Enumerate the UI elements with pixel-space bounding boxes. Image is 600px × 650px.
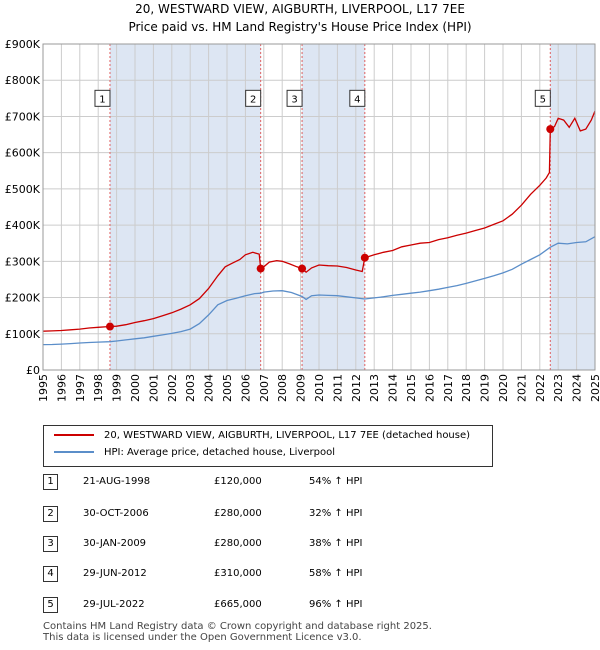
y-tick-label: £200K	[5, 292, 41, 305]
sale-row: 4 29-JUN-2012 £310,000 58% ↑ HPI	[0, 566, 600, 584]
sale-hpi-change: 54% ↑ HPI	[309, 476, 363, 487]
sale-date: 29-JUL-2022	[83, 599, 145, 610]
x-tick-label: 2003	[184, 374, 197, 402]
x-tick-label: 2018	[460, 374, 473, 402]
sale-number-badge: 5	[43, 597, 58, 613]
x-tick-label: 2017	[442, 374, 455, 402]
x-tick-label: 2016	[423, 374, 436, 402]
x-tick-label: 2025	[589, 374, 600, 402]
hpi-line	[42, 236, 596, 346]
sale-point	[256, 264, 265, 273]
legend-price-label: 20, WESTWARD VIEW, AIGBURTH, LIVERPOOL, …	[104, 430, 471, 441]
y-tick-label: £300K	[5, 255, 41, 268]
legend-price-swatch	[54, 434, 94, 436]
legend-item-hpi: HPI: Average price, detached house, Live…	[54, 447, 335, 461]
x-tick-label: 1999	[111, 374, 124, 402]
y-tick-label: £400K	[5, 219, 41, 232]
x-tick-label: 1998	[92, 374, 105, 402]
x-tick-label: 2013	[368, 374, 381, 402]
y-tick-label: £500K	[5, 183, 41, 196]
sale-label: 2	[250, 94, 256, 105]
x-tick-label: 2021	[515, 374, 528, 402]
legend-hpi-swatch	[54, 451, 94, 453]
x-tick-label: 2009	[295, 374, 308, 402]
sale-label: 4	[354, 94, 360, 105]
sale-date: 30-OCT-2006	[83, 508, 149, 519]
sale-point	[546, 125, 555, 134]
x-tick-label: 2014	[387, 374, 400, 402]
chart-subtitle: Price paid vs. HM Land Registry's House …	[128, 20, 472, 34]
x-tick-label: 2020	[497, 374, 510, 402]
sale-number-badge: 3	[43, 536, 58, 552]
copyright-text: Contains HM Land Registry data © Crown c…	[43, 621, 432, 632]
y-tick-label: £100K	[5, 328, 41, 341]
sale-hpi-change: 38% ↑ HPI	[309, 538, 363, 549]
x-tick-label: 1995	[37, 374, 50, 402]
sale-price: £280,000	[214, 538, 262, 549]
x-tick-label: 1997	[74, 374, 87, 402]
x-tick-label: 1996	[55, 374, 68, 402]
sale-row: 5 29-JUL-2022 £665,000 96% ↑ HPI	[0, 597, 600, 615]
sale-date: 21-AUG-1998	[83, 476, 151, 487]
sale-label-box	[286, 89, 303, 107]
sale-label: 3	[291, 94, 297, 105]
x-tick-label: 2019	[479, 374, 492, 402]
y-tick-label: £600K	[5, 147, 41, 160]
x-tick-label: 2012	[350, 374, 363, 402]
sale-label: 1	[99, 94, 105, 105]
sale-price: £665,000	[214, 599, 262, 610]
sale-row: 3 30-JAN-2009 £280,000 38% ↑ HPI	[0, 536, 600, 554]
x-tick-label: 2010	[313, 374, 326, 402]
sale-point	[105, 322, 114, 331]
legend-item-price: 20, WESTWARD VIEW, AIGBURTH, LIVERPOOL, …	[54, 430, 470, 444]
x-tick-label: 2005	[221, 374, 234, 402]
y-tick-label: £800K	[5, 74, 41, 87]
price-chart: £0 £100K £200K £300K £400K £500K £600K £700K £80…	[5, 38, 600, 402]
sale-point	[298, 264, 307, 273]
sale-point	[360, 253, 369, 262]
plot-frame	[42, 43, 596, 371]
sale-date: 30-JAN-2009	[83, 538, 147, 549]
sale-period-shade	[550, 44, 595, 370]
footer: Contains HM Land Registry data © Crown c…	[43, 621, 432, 643]
x-tick-label: 2001	[147, 374, 160, 402]
sale-price: £120,000	[214, 476, 262, 487]
sale-row: 2 30-OCT-2006 £280,000 32% ↑ HPI	[0, 506, 600, 524]
x-tick-label: 2007	[258, 374, 271, 402]
x-tick-label: 2004	[203, 374, 216, 402]
x-tick-label: 2015	[405, 374, 418, 402]
licence-text: This data is licensed under the Open Gov…	[43, 632, 362, 643]
legend-hpi-label: HPI: Average price, detached house, Live…	[104, 447, 336, 458]
price-paid-line	[42, 110, 596, 332]
sale-number-badge: 2	[43, 506, 58, 522]
sale-date: 29-JUN-2012	[83, 568, 147, 579]
sale-hpi-change: 32% ↑ HPI	[309, 508, 363, 519]
sale-label: 5	[540, 94, 546, 105]
x-tick-label: 2000	[129, 374, 142, 402]
legend: 20, WESTWARD VIEW, AIGBURTH, LIVERPOOL, …	[43, 425, 493, 467]
sale-label-box	[534, 89, 551, 107]
sale-price: £310,000	[214, 568, 262, 579]
sale-row: 1 21-AUG-1998 £120,000 54% ↑ HPI	[0, 474, 600, 492]
sale-period-shade	[109, 44, 261, 370]
y-tick-label: £700K	[5, 110, 41, 123]
sale-number-badge: 4	[43, 566, 58, 582]
x-tick-label: 2011	[331, 374, 344, 402]
sale-number-badge: 1	[43, 474, 58, 490]
chart-title: 20, WESTWARD VIEW, AIGBURTH, LIVERPOOL, …	[135, 2, 465, 16]
sale-hpi-change: 96% ↑ HPI	[309, 599, 363, 610]
x-tick-label: 2002	[166, 374, 179, 402]
sale-price: £280,000	[214, 508, 262, 519]
x-tick-label: 2006	[239, 374, 252, 402]
y-tick-label: £900K	[5, 38, 41, 51]
x-tick-label: 2023	[552, 374, 565, 402]
y-tick-label: £0	[26, 364, 40, 377]
x-tick-label: 2008	[276, 374, 289, 402]
sale-label-box	[349, 89, 366, 107]
sale-label-box	[94, 89, 111, 107]
x-tick-label: 2022	[534, 374, 547, 402]
x-tick-label: 2024	[571, 374, 584, 402]
sale-label-box	[245, 89, 262, 107]
sale-hpi-change: 58% ↑ HPI	[309, 568, 363, 579]
